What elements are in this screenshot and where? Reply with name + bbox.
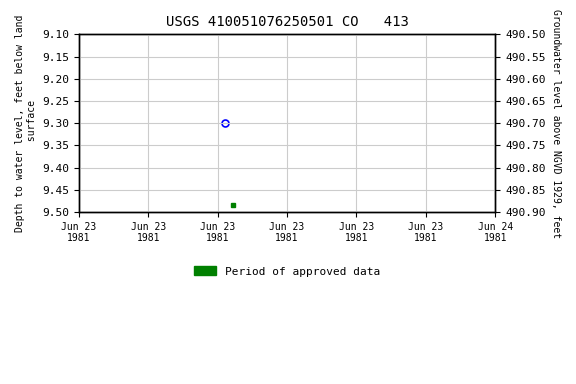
Title: USGS 410051076250501 CO   413: USGS 410051076250501 CO 413: [166, 15, 408, 29]
Y-axis label: Depth to water level, feet below land
 surface: Depth to water level, feet below land su…: [15, 15, 37, 232]
Legend: Period of approved data: Period of approved data: [190, 262, 385, 281]
Y-axis label: Groundwater level above NGVD 1929, feet: Groundwater level above NGVD 1929, feet: [551, 8, 561, 238]
